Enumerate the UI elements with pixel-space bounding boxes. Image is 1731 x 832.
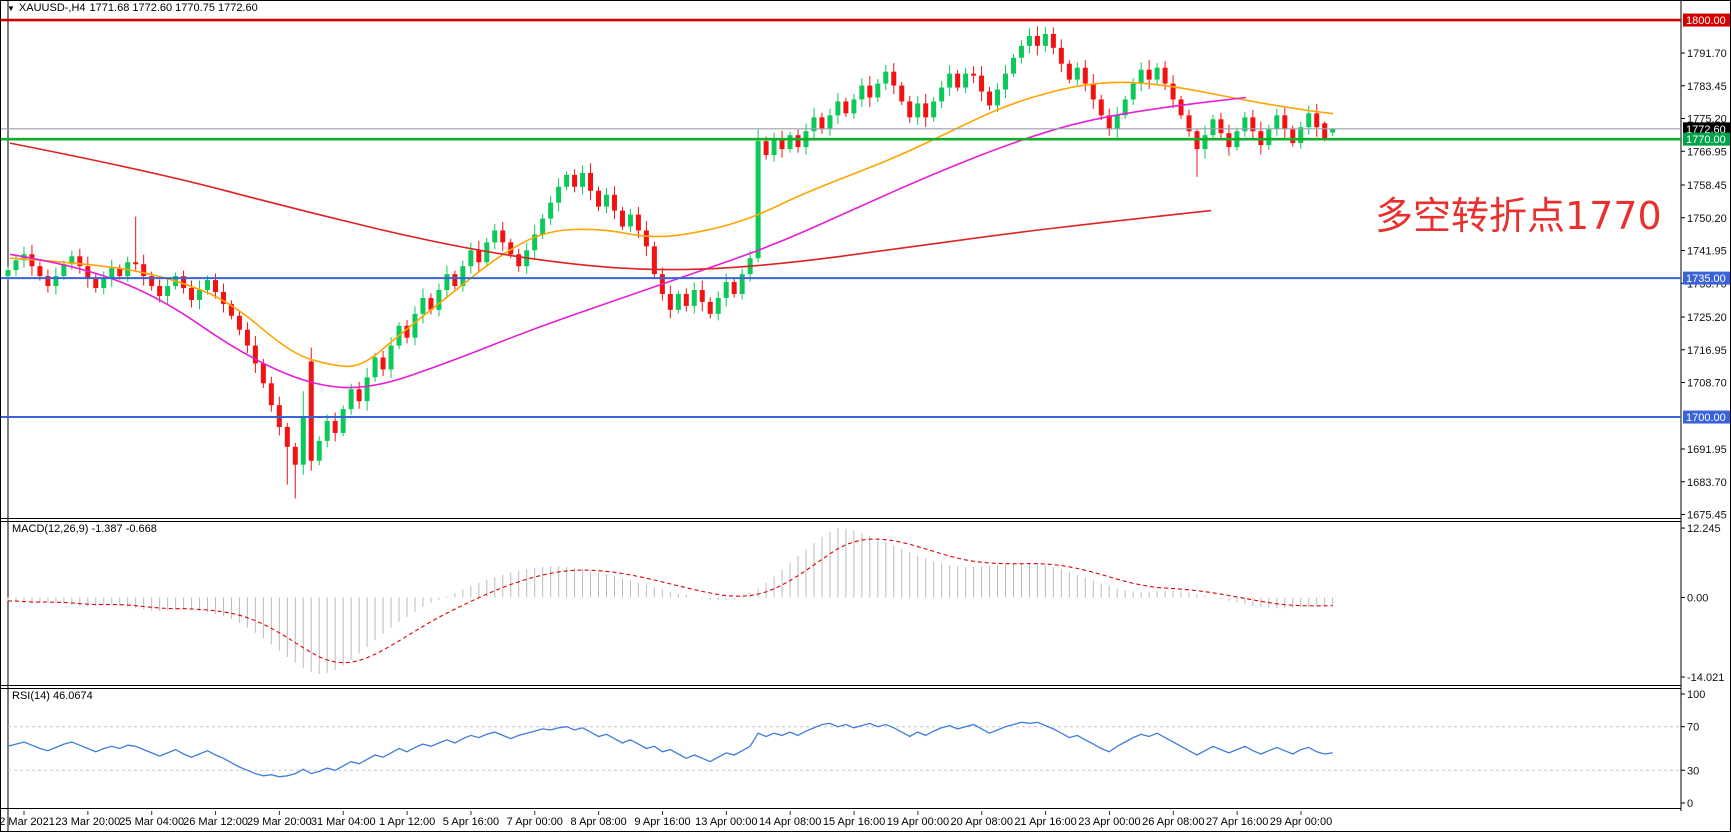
symbol-timeframe-label: XAUUSD-,H4 — [18, 2, 86, 14]
price-tick-label: 1766.95 — [1687, 146, 1727, 158]
time-tick-label: 19 Apr 00:00 — [887, 816, 949, 828]
price-tick-label: 1716.95 — [1687, 345, 1727, 357]
price-badge — [1683, 122, 1730, 136]
macd-tick-label: -14.021 — [1687, 672, 1724, 684]
time-tick-label: 23 Apr 00:00 — [1078, 816, 1140, 828]
price-tick-label: 1708.70 — [1687, 378, 1727, 390]
time-tick-label: 26 Apr 08:00 — [1142, 816, 1204, 828]
time-tick-label: 25 Mar 04:00 — [119, 816, 184, 828]
ma-mid-line — [9, 96, 1247, 389]
price-badge — [1683, 132, 1730, 146]
price-badge — [1683, 271, 1730, 285]
price-axis[interactable]: 1791.701783.451775.201766.951758.451750.… — [1681, 13, 1730, 522]
time-tick-label: 22 Mar 2021 — [1, 816, 55, 828]
macd-tick-label: 12.245 — [1687, 523, 1721, 535]
price-badge-label: 1700.00 — [1686, 412, 1726, 424]
rsi-tick-label: 0 — [1687, 798, 1693, 810]
time-tick-label: 26 Mar 12:00 — [183, 816, 248, 828]
time-tick-label: 8 Apr 08:00 — [571, 816, 627, 828]
price-badge-label: 1735.00 — [1686, 273, 1726, 285]
rsi-line — [7, 721, 1333, 778]
rsi-tick-label: 100 — [1687, 689, 1705, 701]
time-tick-label: 13 Apr 00:00 — [695, 816, 757, 828]
time-tick-label: 1 Apr 12:00 — [379, 816, 435, 828]
ohlc-readout: 1771.68 1772.60 1770.75 1772.60 — [89, 2, 258, 14]
rsi-panel[interactable]: 100 70 30 0 — [7, 689, 1705, 810]
ma-fast-line — [9, 81, 1334, 368]
time-tick-label: 20 Apr 08:00 — [951, 816, 1013, 828]
macd-indicator-label: MACD(12,26,9) -1.387 -0.668 — [12, 523, 157, 535]
time-tick-label: 15 Apr 16:00 — [823, 816, 885, 828]
time-tick-label: 23 Mar 20:00 — [55, 816, 120, 828]
text-annotation[interactable]: 多空转折点1770 — [1375, 194, 1662, 238]
price-tick-label: 1725.20 — [1687, 312, 1727, 324]
time-tick-label: 29 Apr 00:00 — [1270, 816, 1332, 828]
rsi-tick-label: 30 — [1687, 765, 1699, 777]
time-tick-label: 31 Mar 04:00 — [311, 816, 376, 828]
time-tick-label: 29 Mar 20:00 — [247, 816, 312, 828]
macd-tick-label: 0.00 — [1687, 593, 1708, 605]
time-tick-label: 27 Apr 16:00 — [1206, 816, 1268, 828]
price-badge-label: 1770.00 — [1686, 134, 1726, 146]
time-tick-label: 14 Apr 08:00 — [759, 816, 821, 828]
symbol-dropdown-icon[interactable]: ▼ — [7, 3, 15, 13]
time-tick-label: 7 Apr 00:00 — [507, 816, 563, 828]
price-badge-label: 1800.00 — [1686, 15, 1726, 27]
chart-title: ▼ XAUUSD-,H4 1771.68 1772.60 1770.75 177… — [7, 2, 258, 14]
price-tick-label: 1683.70 — [1687, 477, 1727, 489]
time-tick-label: 5 Apr 16:00 — [443, 816, 499, 828]
price-tick-label: 1783.45 — [1687, 81, 1727, 93]
price-tick-label: 1791.70 — [1687, 48, 1727, 60]
price-tick-label: 1758.45 — [1687, 180, 1727, 192]
macd-panel[interactable]: 12.245 0.00 -14.021 — [7, 523, 1724, 684]
macd-signal-line — [7, 538, 1333, 664]
price-badge — [1683, 410, 1730, 424]
price-badge — [1683, 13, 1730, 27]
ma-slow-line — [9, 142, 1212, 271]
horizontal-lines[interactable] — [1, 18, 1681, 419]
rsi-indicator-label: RSI(14) 46.0674 — [12, 690, 93, 702]
rsi-tick-label: 70 — [1687, 722, 1699, 734]
price-tick-label: 1675.45 — [1687, 510, 1727, 522]
time-tick-label: 21 Apr 16:00 — [1014, 816, 1076, 828]
price-tick-label: 1750.20 — [1687, 213, 1727, 225]
price-tick-label: 1741.95 — [1687, 246, 1727, 258]
price-tick-label: 1691.95 — [1687, 444, 1727, 456]
candles-group[interactable] — [5, 26, 1336, 499]
time-tick-label: 9 Apr 16:00 — [634, 816, 690, 828]
